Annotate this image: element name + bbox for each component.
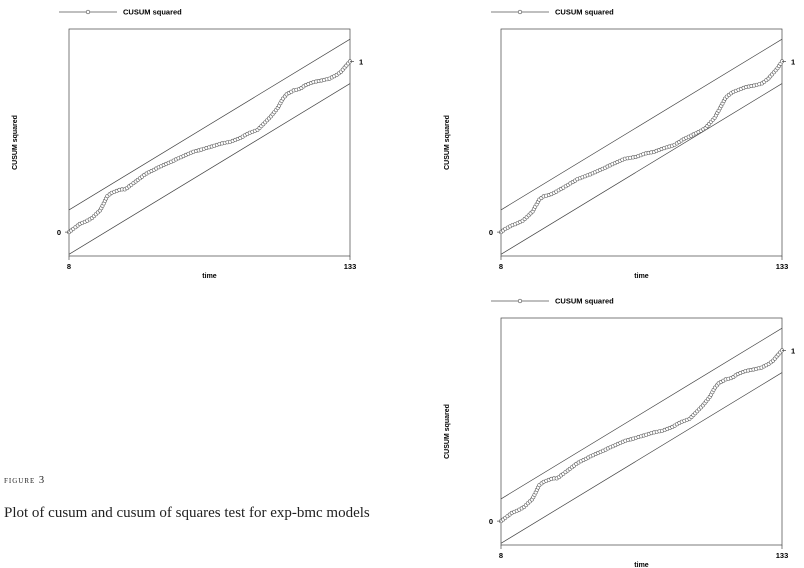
legend-marker xyxy=(85,9,91,15)
y-axis-label: CUSUM squared xyxy=(12,115,19,170)
y-tick-label: 0 xyxy=(489,517,493,526)
plot-frame xyxy=(500,317,783,546)
cusum-chart-2: CUSUM squared 8 133 0 1 time CUSUM squared xyxy=(437,4,804,281)
lower-bound-line xyxy=(500,372,783,544)
cusum-chart-3: CUSUM squared 8 133 0 1 time CUSUM squared xyxy=(437,293,804,568)
lower-bound-line xyxy=(68,83,351,255)
y-tick-label: 1 xyxy=(791,57,795,66)
y-tick-label: 1 xyxy=(791,346,795,355)
x-tick-label: 8 xyxy=(67,262,71,271)
figure-caption: figure 3 Plot of cusum and cusum of squa… xyxy=(4,475,404,523)
cusum-squared-markers xyxy=(67,59,352,235)
chart-svg: CUSUM squared 8 133 0 1 time CUSUM squared xyxy=(444,8,795,281)
x-tick-label: 8 xyxy=(499,551,503,560)
x-axis-label: time xyxy=(634,273,649,280)
x-tick-label: 8 xyxy=(499,262,503,271)
legend-label: CUSUM squared xyxy=(555,297,614,306)
cusum-chart-1: CUSUM squared 8 133 0 1 time CUSUM squared xyxy=(5,4,385,281)
figure-label: figure 3 xyxy=(4,475,46,486)
lower-bound-line xyxy=(500,83,783,255)
y-tick-label: 1 xyxy=(359,57,363,66)
y-tick-label: 0 xyxy=(57,228,61,237)
y-axis-label: CUSUM squared xyxy=(444,115,451,170)
y-axis-label: CUSUM squared xyxy=(444,404,451,459)
plot-frame xyxy=(68,28,351,257)
legend-label: CUSUM squared xyxy=(123,8,182,17)
figure-caption-text: Plot of cusum and cusum of squares test … xyxy=(4,505,370,521)
y-tick-label: 0 xyxy=(489,228,493,237)
x-tick-label: 133 xyxy=(776,262,789,271)
x-tick-label: 133 xyxy=(776,551,789,560)
cusum-squared-markers xyxy=(499,59,784,235)
legend-marker xyxy=(517,9,523,15)
legend-marker xyxy=(517,298,523,304)
plot-frame xyxy=(500,28,783,257)
upper-bound-line xyxy=(68,38,351,211)
upper-bound-line xyxy=(500,38,783,211)
chart-svg: CUSUM squared 8 133 0 1 time CUSUM squared xyxy=(12,8,363,281)
legend-label: CUSUM squared xyxy=(555,8,614,17)
cusum-squared-line xyxy=(500,61,783,233)
x-axis-label: time xyxy=(202,273,217,280)
chart-svg: CUSUM squared 8 133 0 1 time CUSUM squared xyxy=(444,297,795,568)
cusum-squared-markers xyxy=(499,348,784,524)
x-tick-label: 133 xyxy=(344,262,357,271)
x-axis-label: time xyxy=(634,562,649,568)
upper-bound-line xyxy=(500,327,783,500)
